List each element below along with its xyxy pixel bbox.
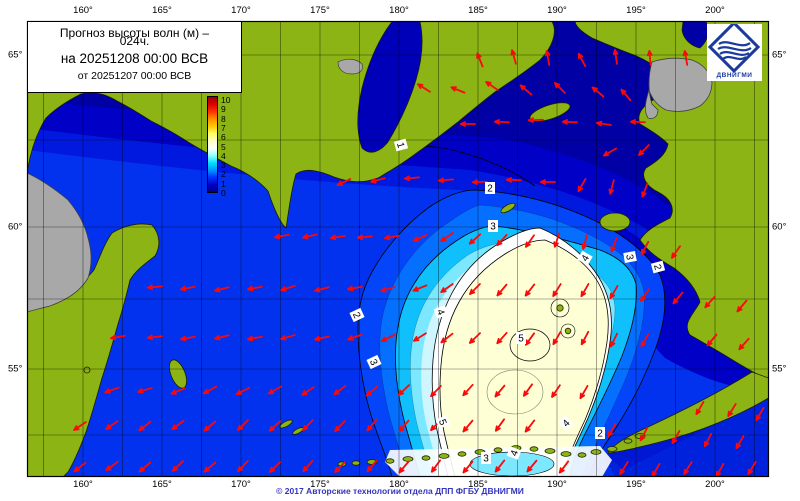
inner-contour-5p5: [509, 328, 551, 362]
lat-label-right-65°: 65°: [772, 49, 787, 61]
colorbar-tick-3: 3: [221, 160, 226, 171]
svg-text:3: 3: [483, 454, 489, 465]
lon-label-bottom-165°: 165°: [152, 479, 172, 490]
colorbar-tick-2: 2: [221, 169, 226, 180]
map-frame: [26, 20, 770, 478]
svg-text:5: 5: [436, 418, 448, 427]
lon-label-bottom-170°: 170°: [231, 479, 251, 490]
svg-text:4: 4: [580, 253, 593, 264]
island-st-george: [564, 327, 572, 335]
colorbar-tick-6: 6: [221, 132, 226, 143]
lon-label-top-165°: 165°: [152, 5, 172, 16]
lon-label-top-195°: 195°: [626, 5, 646, 16]
svg-text:2: 2: [651, 263, 663, 272]
colorbar-tick-5: 5: [221, 141, 226, 152]
forecast-issue-time: от 20251207 00:00 ВСВ: [77, 70, 192, 82]
svg-text:3: 3: [623, 253, 635, 261]
graticule-grid: [27, 21, 769, 477]
colorbar-tick-10: 10: [221, 95, 231, 105]
colorbar-tick-4: 4: [221, 150, 226, 161]
lon-label-bottom-185°: 185°: [468, 479, 488, 490]
lon-label-bottom-200°: 200°: [705, 479, 725, 490]
colorbar-tick-0: 0: [221, 188, 226, 198]
island-nunivak: [599, 212, 631, 232]
lon-label-bottom-195°: 195°: [626, 479, 646, 490]
land-kamchatka: [27, 223, 160, 477]
island-st-lawrence: [529, 102, 571, 122]
dvnigmi-logo-icon: [707, 24, 761, 74]
island-st-paul: [556, 304, 564, 312]
dvnigmi-logo: ДВНИГМИ: [707, 24, 762, 81]
islet-kamchatka: [83, 366, 91, 374]
lon-label-bottom-190°: 190°: [547, 479, 567, 490]
svg-text:1: 1: [394, 141, 406, 150]
lon-label-top-190°: 190°: [547, 5, 567, 16]
copyright-text: © 2017 Авторские технологии отдела ДПП Ф…: [276, 486, 524, 496]
lon-label-bottom-175°: 175°: [310, 479, 330, 490]
lon-label-top-180°: 180°: [389, 5, 409, 16]
colorbar-tick-9: 9: [221, 104, 226, 115]
svg-text:5: 5: [518, 334, 524, 345]
svg-text:3: 3: [490, 222, 496, 233]
lat-label-right-60°: 60°: [772, 221, 787, 233]
colorbar-tick-7: 7: [221, 122, 226, 133]
inner-contour-small: [486, 369, 544, 415]
land-alaska-peninsula: [607, 371, 769, 454]
colorbar-tick-8: 8: [221, 113, 226, 124]
colorbar-tick-1: 1: [221, 178, 226, 189]
forecast-valid-time: на 20251208 00:00 ВСВ: [60, 51, 209, 66]
forecast-title-box: Прогноз высоты волн (м) – 024ч. на 20251…: [27, 21, 242, 93]
colorbar-tick-labels: 0 1 2 3 4 5 6 7 8 9 10: [221, 92, 241, 198]
ice-norton-sound: [644, 57, 713, 119]
ice-anadyr-lagoon: [337, 58, 363, 75]
dvnigmi-logo-text: ДВНИГМИ: [716, 72, 753, 79]
island-commander-1: [279, 419, 293, 429]
svg-text:4: 4: [509, 448, 521, 457]
svg-text:4: 4: [434, 308, 446, 317]
lon-label-top-170°: 170°: [231, 5, 251, 16]
lon-label-top-175°: 175°: [310, 5, 330, 16]
lon-label-top-200°: 200°: [705, 5, 725, 16]
lon-label-bottom-180°: 180°: [389, 479, 409, 490]
svg-text:2: 2: [487, 184, 493, 195]
wave-direction-arrows: [73, 49, 765, 477]
lon-label-top-185°: 185°: [468, 5, 488, 16]
island-st-matthew: [500, 202, 516, 214]
svg-text:2: 2: [350, 311, 363, 321]
lat-label-left-55°: 55°: [8, 363, 23, 375]
lat-label-left-60°: 60°: [8, 221, 23, 233]
pribilof-ring-2: [560, 323, 576, 339]
lat-label-left-65°: 65°: [8, 49, 23, 61]
lon-label-top-160°: 160°: [73, 5, 93, 16]
lon-label-bottom-160°: 160°: [73, 479, 93, 490]
aleutian-islands: [337, 433, 646, 467]
svg-text:2: 2: [597, 429, 603, 440]
forecast-lead-time: 024ч.: [119, 34, 150, 48]
wave-height-colorbar: [207, 96, 218, 193]
water-anadyr-estuary: [357, 21, 423, 153]
forecast-title: Прогноз высоты волн (м) –: [59, 26, 210, 40]
lat-label-right-55°: 55°: [772, 363, 787, 375]
svg-text:3: 3: [367, 358, 380, 368]
